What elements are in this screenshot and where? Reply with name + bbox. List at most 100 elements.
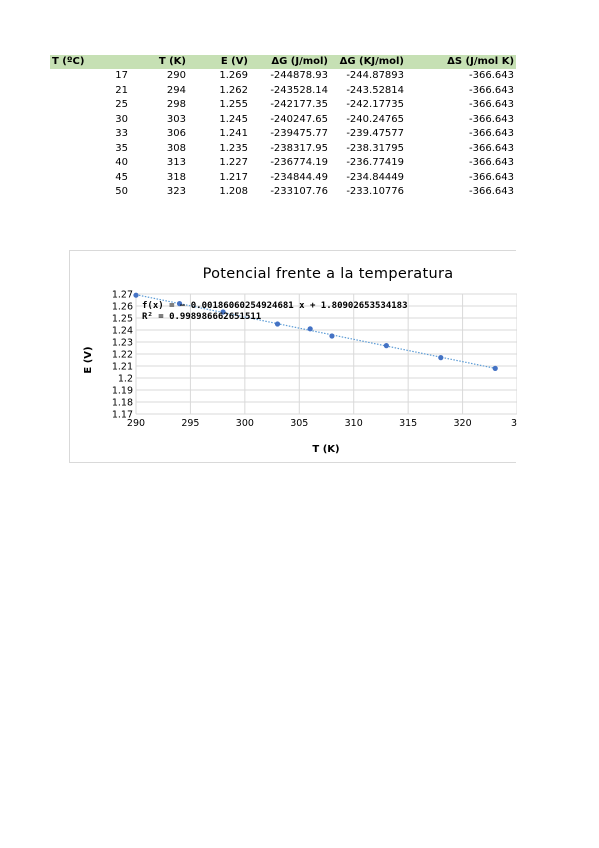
table-cell (50, 142, 108, 157)
table-cell: 33 (115, 128, 128, 139)
table-cell: 21 (115, 84, 128, 96)
table-cell (50, 127, 108, 142)
table-cell: -243.52814 (346, 84, 405, 96)
y-axis-title: E (V) (83, 346, 94, 373)
table-cell: -242177.35 (270, 99, 329, 110)
y-tick-label: 1.24 (112, 326, 133, 337)
x-tick-label: 305 (290, 418, 308, 429)
y-tick-label: 1.19 (112, 386, 133, 397)
table-cell (50, 69, 108, 84)
table-row: 45 318 1.217 -234844.49 -234.84449 -366.643 (50, 171, 516, 186)
y-tick-label: 1.27 (112, 290, 133, 301)
header-ds-jmolk: ΔS (J/mol K) (406, 55, 517, 69)
table-cell (50, 113, 108, 128)
y-tick-label: 1.21 (112, 362, 133, 373)
table-cell: 1.269 (219, 70, 249, 81)
table-cell: 294 (166, 84, 187, 96)
table-cell: -236774.19 (270, 157, 329, 168)
data-point (220, 309, 226, 315)
table-cell: 1.235 (219, 142, 249, 154)
x-tick-label: 300 (236, 418, 254, 429)
trendline (135, 294, 496, 369)
table-row: 21 294 1.262 -243528.14 -243.52814 -366.643 (50, 84, 516, 99)
table-cell: -244878.93 (270, 70, 329, 81)
x-tick-label: 290 (127, 418, 145, 429)
table-cell: 1.245 (219, 113, 249, 125)
data-points (133, 292, 498, 371)
data-point (176, 301, 183, 307)
table-cell: 303 (166, 113, 187, 125)
table-cell: 290 (166, 70, 187, 81)
table-cell: 50 (115, 186, 128, 197)
grid-lines (135, 293, 517, 415)
table-cell: 308 (166, 142, 187, 154)
x-tick-label: 315 (399, 418, 417, 429)
table-cell: -239475.77 (270, 128, 329, 139)
table-cell: 298 (166, 99, 187, 110)
x-tick-label: 310 (345, 418, 363, 429)
table-cell: -243528.14 (270, 84, 329, 96)
table-cell: 1.262 (219, 84, 249, 96)
table-row: 25 298 1.255 -242177.35 -242.17735 -366.643 (50, 98, 516, 113)
table-row: 17 290 1.269 -244878.93 -244.87893 -366.643 (50, 69, 516, 84)
y-tick-label: 1.18 (112, 398, 133, 409)
header-t-kelvin: T (K) (108, 55, 189, 69)
y-tick-label: 1.22 (112, 350, 133, 361)
table-cell: -240247.65 (270, 113, 329, 125)
table-cell: 25 (115, 99, 128, 110)
table-row: 50 323 1.208 -233107.76 -233.10776 -366.643 (50, 185, 516, 200)
data-point (329, 333, 335, 339)
y-tick-label: 1.23 (112, 338, 133, 349)
x-tick-label: 32 (511, 418, 517, 429)
table-cell: 40 (115, 157, 128, 168)
table-cell: 1.255 (219, 99, 249, 110)
table-cell (50, 156, 108, 171)
table-cell: -234844.49 (270, 171, 329, 183)
table-cell (50, 171, 108, 186)
y-tick-label: 1.2 (118, 374, 133, 385)
table-row: 35 308 1.235 -238317.95 -238.31795 -366.643 (50, 142, 516, 157)
x-tick-label: 295 (181, 418, 199, 429)
header-dg-jmol: ΔG (J/mol) (250, 55, 331, 69)
table-cell: 313 (166, 157, 187, 168)
table-cell: 1.208 (219, 186, 249, 197)
x-tick-label: 320 (454, 418, 472, 429)
table-cell: -244.87893 (346, 70, 405, 81)
table-row: 40 313 1.227 -236774.19 -236.77419 -366.643 (50, 156, 516, 171)
chart-svg: Potencial frente a la temperatura 1.27 1.… (83, 266, 517, 455)
data-point (383, 343, 389, 349)
table-header-row: T (ºC) T (K) E (V) ΔG (J/mol) ΔG (KJ/mol… (50, 55, 517, 69)
table-cell: 318 (166, 171, 187, 183)
data-point (438, 355, 444, 361)
chart-container: Potencial frente a la temperatura 1.27 1.… (69, 250, 517, 463)
trendline-equation: f(x) = − 0.00186060254924681 x + 1.80902… (142, 301, 408, 311)
table-cell: 306 (166, 128, 187, 139)
table-cell: -366.643 (469, 113, 515, 125)
table-cell: 17 (115, 70, 128, 81)
table-cell: -238.31795 (346, 142, 405, 154)
table-cell: -366.643 (469, 128, 515, 139)
header-e-volts: E (V) (188, 55, 251, 69)
chart-title: Potencial frente a la temperatura (203, 266, 454, 282)
data-table: T (ºC) T (K) E (V) ΔG (J/mol) ΔG (KJ/mol… (50, 55, 517, 200)
table-cell: -234.84449 (346, 171, 405, 183)
tick-labels: 1.271.261.251.241.231.221.211.21.191.181… (112, 290, 517, 430)
table-cell: 45 (115, 171, 128, 183)
trendline-path (135, 294, 496, 369)
trendline-r2: R² = 0.998986662651511 (142, 312, 261, 322)
table-cell (50, 84, 108, 99)
header-t-celsius: T (ºC) (50, 55, 108, 69)
table-cell: -238317.95 (270, 142, 329, 154)
table-cell: -233107.76 (270, 186, 329, 197)
table-cell: -366.643 (469, 70, 515, 81)
table-cell: -366.643 (469, 186, 515, 197)
table-cell: 323 (166, 186, 187, 197)
table-cell: -366.643 (469, 99, 515, 110)
y-tick-label: 1.17 (112, 410, 133, 421)
table-cell: -366.643 (469, 84, 515, 96)
y-tick-label: 1.25 (112, 314, 133, 325)
table-cell (50, 185, 108, 200)
table-cell: -240.24765 (346, 113, 405, 125)
table-cell (50, 98, 108, 113)
table-cell: 1.241 (219, 128, 249, 139)
